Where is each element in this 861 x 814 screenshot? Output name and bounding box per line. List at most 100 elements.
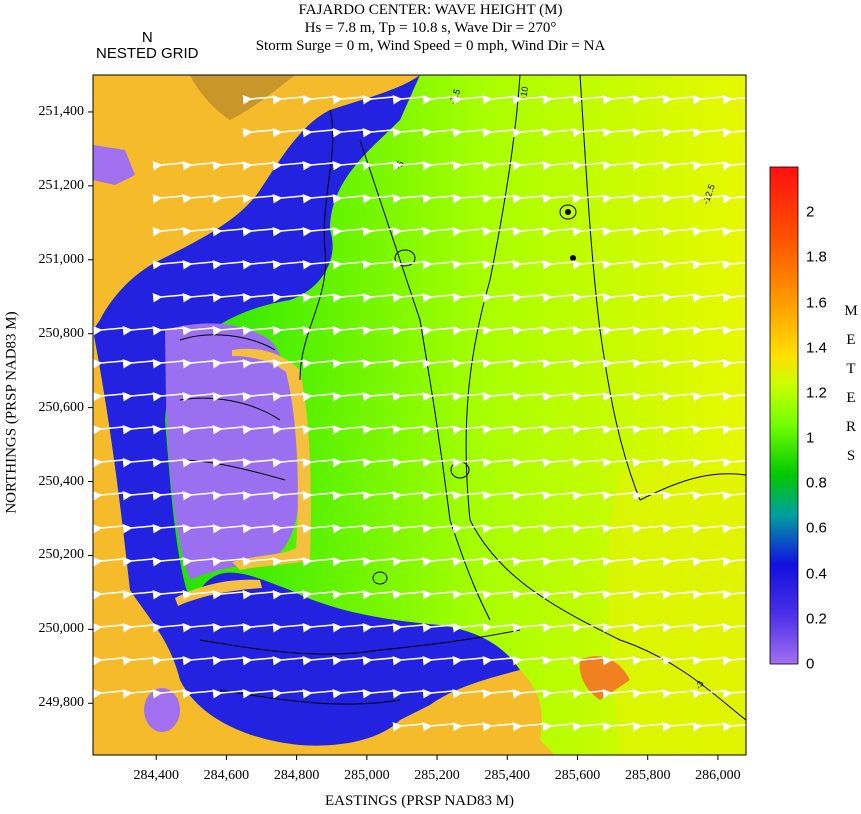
wave-vector [152, 292, 184, 303]
wave-vector [272, 589, 304, 600]
wave-vector [632, 655, 664, 666]
wave-vector [722, 193, 746, 204]
wave-vector [512, 622, 544, 633]
wave-vector [242, 655, 274, 666]
wave-vector [302, 556, 334, 567]
x-tick-label: 284,400 [133, 768, 179, 783]
wave-vector [572, 556, 604, 567]
wave-vector [272, 424, 304, 435]
wave-vector [182, 424, 214, 435]
shallow-patch-nw [93, 145, 135, 185]
wave-vector [392, 226, 424, 237]
wave-vector [242, 391, 274, 402]
wave-vector [332, 655, 364, 666]
wave-vector [632, 556, 664, 567]
wave-vector [122, 490, 154, 501]
wave-vector [572, 391, 604, 402]
wave-vector [212, 193, 244, 204]
chart-subtitle-wave: Hs = 7.8 m, Tp = 10.8 s, Wave Dir = 270° [304, 20, 557, 36]
wave-vector [722, 457, 746, 468]
colorbar-tick-label: 1 [806, 429, 815, 447]
wave-vector [302, 193, 334, 204]
wave-vector [362, 490, 394, 501]
wave-vector [662, 523, 694, 534]
wave-vector [362, 292, 394, 303]
axis-tickmarks [88, 111, 719, 760]
wave-vector [302, 424, 334, 435]
wave-vector [662, 688, 694, 699]
wave-vector [512, 523, 544, 534]
colorbar-tick-label: 1.2 [806, 384, 827, 402]
x-tick-label: 285,000 [344, 768, 390, 783]
x-tick-label: 285,400 [484, 768, 531, 783]
wave-vector [182, 391, 214, 402]
wave-vector [512, 193, 544, 204]
wave-vector [662, 325, 694, 336]
unit-letter: E [846, 390, 856, 406]
wave-vector [452, 589, 484, 600]
wave-vector [602, 721, 634, 732]
wave-vector [452, 655, 484, 666]
wave-vector [482, 391, 514, 402]
wave-vector [122, 457, 154, 468]
wave-vector [692, 391, 724, 402]
wave-vector [272, 325, 304, 336]
wave-vector [122, 589, 154, 600]
wave-vector [302, 259, 334, 270]
wave-vector [692, 523, 724, 534]
wave-vector [632, 358, 664, 369]
x-tick-label: 285,200 [414, 768, 460, 783]
wave-vector [93, 358, 124, 369]
wave-vector [362, 226, 394, 237]
wave-vector [692, 226, 724, 237]
wave-vector [422, 259, 454, 270]
wave-vector [692, 622, 724, 633]
wave-vector [392, 94, 424, 105]
wave-vector [662, 160, 694, 171]
wave-vector [152, 490, 184, 501]
wave-vector [572, 721, 604, 732]
wave-vector [332, 259, 364, 270]
colorbar-tick-label: 2 [806, 203, 815, 221]
wave-vector [242, 622, 274, 633]
wave-vector [272, 358, 304, 369]
wave-vector [602, 622, 634, 633]
wave-vector [692, 424, 724, 435]
wave-vector [692, 94, 724, 105]
wave-vector [692, 457, 724, 468]
wave-vector [512, 226, 544, 237]
wave-vector [332, 589, 364, 600]
wave-vector [242, 358, 274, 369]
wave-vector [392, 292, 424, 303]
wave-vector [242, 160, 274, 171]
colorbar-unit-label: M E T E R S [843, 297, 859, 471]
wave-vector [272, 391, 304, 402]
wave-vector [242, 226, 274, 237]
wave-vector [722, 589, 746, 600]
wave-vector [452, 94, 484, 105]
wave-vector [122, 622, 154, 633]
wave-vector [332, 391, 364, 402]
wave-vector [482, 589, 514, 600]
wave-vector [692, 358, 724, 369]
wave-vector [242, 127, 274, 138]
wave-vector [93, 589, 124, 600]
wave-vector [602, 94, 634, 105]
wave-vector [362, 160, 394, 171]
y-tick-label: 251,000 [38, 251, 85, 267]
wave-vector [152, 358, 184, 369]
wave-vector [392, 523, 424, 534]
wave-vector [362, 424, 394, 435]
wave-vector [722, 424, 746, 435]
wave-vector [572, 622, 604, 633]
lagoon-interior [165, 323, 300, 580]
wave-vector [212, 160, 244, 171]
wave-vector [362, 622, 394, 633]
wave-vector [272, 160, 304, 171]
wave-vector [512, 556, 544, 567]
wave-vector [482, 424, 514, 435]
y-tick-label: 250,800 [38, 325, 85, 341]
wave-vector [182, 325, 214, 336]
wave-vector [572, 457, 604, 468]
wave-vector [602, 358, 634, 369]
